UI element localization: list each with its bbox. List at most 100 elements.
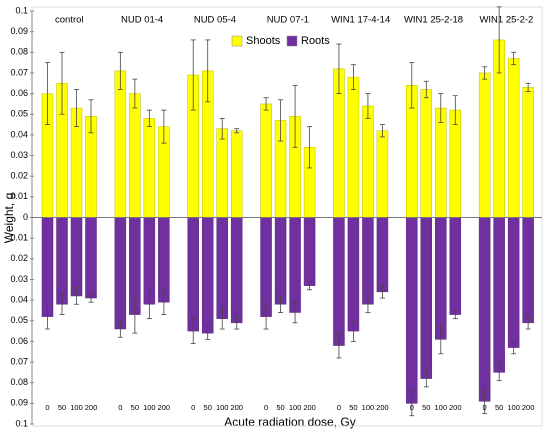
bar: [376, 130, 389, 218]
bar: [478, 72, 491, 218]
x-tick-label: 200: [158, 403, 171, 412]
x-tick-label: 0: [45, 403, 49, 412]
y-tick-label: 0.03: [10, 150, 28, 160]
y-tick-label: 0.08: [10, 47, 28, 57]
y-tick-label: 0.1: [15, 418, 28, 428]
group-label: WIN1 25-2-18: [404, 15, 463, 26]
y-tick-label: 0.09: [10, 398, 28, 408]
x-tick-label: 50: [58, 403, 66, 412]
y-tick-label: 0.01: [10, 191, 28, 201]
x-axis-label: Acute radiation dose, Gy: [224, 415, 355, 429]
x-tick-label: 0: [118, 403, 122, 412]
y-tick-label: 0.06: [10, 88, 28, 98]
x-tick-label: 0: [410, 403, 414, 412]
x-tick-label: 200: [85, 403, 98, 412]
y-tick-label: 0.05: [10, 109, 28, 119]
y-tick-label: 0.1: [15, 5, 28, 15]
bar: [41, 217, 54, 317]
bar: [435, 217, 447, 340]
x-tick-label: 0: [337, 403, 341, 412]
bar: [216, 128, 228, 218]
bar: [230, 130, 243, 218]
bar: [201, 217, 214, 334]
bar: [507, 58, 520, 218]
bar: [420, 217, 433, 379]
legend-label: Roots: [301, 35, 330, 47]
bar: [333, 217, 345, 346]
bar: [420, 89, 433, 218]
bar: [143, 118, 156, 218]
bar: [114, 217, 127, 330]
bar: [129, 93, 141, 218]
x-tick-label: 200: [230, 403, 243, 412]
x-tick-label: 50: [349, 403, 357, 412]
group-label: WIN1 25-2-2: [479, 15, 533, 26]
y-tick-label: 0.05: [10, 315, 28, 325]
bar: [362, 105, 374, 218]
x-tick-label: 100: [216, 403, 229, 412]
x-tick-label: 100: [507, 403, 520, 412]
bar: [507, 217, 520, 348]
x-tick-label: 100: [143, 403, 156, 412]
bar: [347, 76, 360, 218]
x-tick-label: 50: [131, 403, 139, 412]
x-tick-label: 100: [289, 403, 302, 412]
x-tick-label: 200: [303, 403, 316, 412]
y-tick-label: 0.06: [10, 336, 28, 346]
bar: [274, 217, 287, 305]
x-tick-label: 0: [264, 403, 268, 412]
y-tick-label: 0.04: [10, 294, 28, 304]
bar: [303, 217, 316, 286]
x-tick-label: 200: [449, 403, 462, 412]
bar: [289, 217, 301, 313]
group-label: WIN1 17-4-14: [331, 15, 390, 26]
bar: [435, 107, 447, 218]
y-tick-label: 0.02: [10, 171, 28, 181]
bar: [347, 217, 360, 332]
bar: [522, 87, 534, 218]
y-tick-label: 0.09: [10, 26, 28, 36]
bar: [478, 217, 491, 402]
bar: [362, 217, 374, 305]
y-tick-label: 0.07: [10, 67, 28, 77]
x-tick-label: 200: [376, 403, 389, 412]
y-tick-label: 0.08: [10, 377, 28, 387]
y-tick-label: 0: [23, 212, 28, 222]
group-label: NUD 01-4: [121, 15, 163, 26]
bar: [260, 103, 272, 218]
group-label: NUD 05-4: [194, 15, 236, 26]
x-tick-label: 100: [435, 403, 448, 412]
bar: [493, 217, 505, 373]
group-label: control: [55, 15, 84, 26]
bar: [216, 217, 228, 319]
bar: [70, 217, 83, 297]
y-tick-label: 0.04: [10, 129, 28, 139]
group-label: NUD 07-1: [267, 15, 309, 26]
x-tick-label: 50: [204, 403, 212, 412]
x-tick-label: 100: [362, 403, 375, 412]
legend-swatch: [286, 35, 298, 47]
x-tick-label: 50: [495, 403, 503, 412]
bar: [406, 217, 418, 404]
x-tick-label: 0: [483, 403, 487, 412]
bar: [187, 217, 199, 332]
y-tick-label: 0.03: [10, 274, 28, 284]
bar: [56, 217, 68, 305]
y-axis-label: Weight, g: [2, 193, 16, 243]
y-tick-label: 0.07: [10, 356, 28, 366]
bar: [449, 109, 462, 218]
x-tick-label: 50: [422, 403, 430, 412]
legend-label: Shoots: [246, 35, 281, 47]
bar: [376, 217, 389, 293]
plot-frame: [31, 6, 543, 427]
y-tick-label: 0.01: [10, 233, 28, 243]
bar: [260, 217, 272, 317]
x-tick-label: 200: [522, 403, 535, 412]
x-tick-label: 100: [70, 403, 83, 412]
bar: [522, 217, 534, 324]
x-tick-label: 50: [276, 403, 284, 412]
bar: [85, 217, 97, 299]
x-tick-label: 0: [191, 403, 195, 412]
bar: [230, 217, 243, 324]
